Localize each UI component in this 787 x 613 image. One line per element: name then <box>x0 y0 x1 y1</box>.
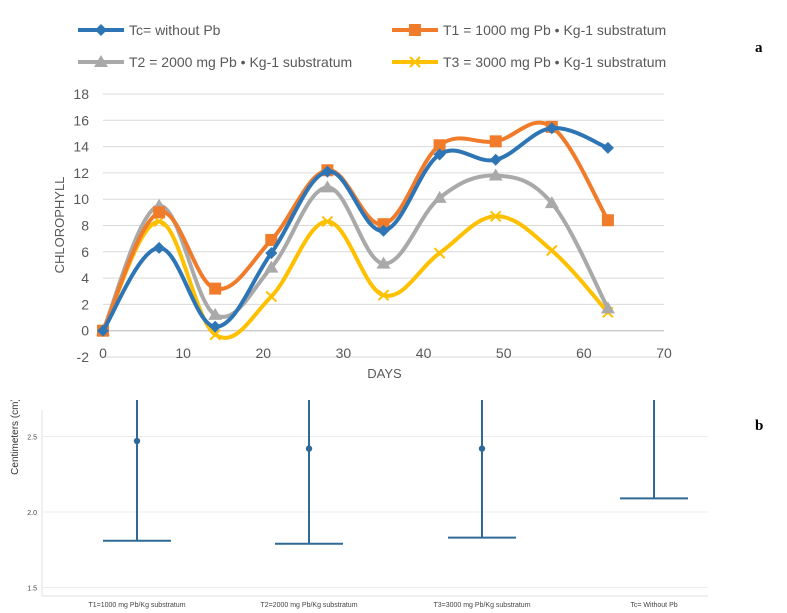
data-point-x <box>489 210 502 223</box>
x-tick-label: 0 <box>99 345 107 361</box>
errorbar-group <box>275 400 343 545</box>
x-tick-label: 30 <box>336 345 352 361</box>
data-point-square <box>489 135 502 148</box>
y-tick-label: 16 <box>73 112 89 128</box>
y-tick-label: 2.5 <box>27 435 37 442</box>
data-point-diamond <box>265 247 278 260</box>
data-point-triangle <box>94 55 108 67</box>
legend-label: T3 = 3000 mg Pb • Kg-1 substratum <box>443 54 666 70</box>
y-axis-title: CHLOROPHYLL <box>52 177 67 274</box>
y-tick-label: 10 <box>73 191 89 207</box>
data-point-square <box>153 206 166 219</box>
errorbar-group <box>448 400 516 539</box>
data-point-diamond <box>97 324 109 337</box>
data-point-triangle <box>376 256 391 269</box>
data-point-square <box>377 218 390 231</box>
data-point-diamond <box>489 153 502 166</box>
y-tick-label: 4 <box>81 270 89 286</box>
x-tick-label: T2=2000 mg Pb/Kg substratum <box>260 602 357 609</box>
y-axis-title: Centimeters (cm) <box>10 400 21 475</box>
data-point-diamond <box>95 24 107 36</box>
x-tick-label: 60 <box>576 345 592 361</box>
x-tick-label: Tc= Without Pb <box>630 602 677 609</box>
y-tick-label: 2 <box>81 296 89 312</box>
x-tick-label: 70 <box>656 345 672 361</box>
data-point-x <box>546 244 558 257</box>
mean-point <box>478 445 486 452</box>
data-point-x <box>265 290 278 303</box>
legend-label: Tc= without Pb <box>129 22 221 38</box>
y-tick-label: 18 <box>73 86 89 102</box>
data-point-square <box>265 233 278 246</box>
data-point-x <box>409 56 421 68</box>
data-point-diamond <box>377 224 390 237</box>
y-tick-label: 12 <box>73 165 89 181</box>
panel-label-b: b <box>755 418 764 434</box>
data-point-triangle <box>544 196 559 209</box>
series-3 <box>97 210 614 341</box>
legend-label: T2 = 2000 mg Pb • Kg-1 substratum <box>129 54 352 70</box>
series-0 <box>97 122 614 337</box>
data-point-square <box>433 139 446 152</box>
legend-entry: T3 = 3000 mg Pb • Kg-1 substratum <box>392 54 666 70</box>
data-point-x <box>209 328 221 341</box>
series-line <box>101 126 610 333</box>
data-point-square <box>209 282 222 295</box>
data-point-x <box>377 289 390 301</box>
data-point-triangle <box>488 168 503 181</box>
data-point-diamond <box>321 165 334 178</box>
legend-entry: Tc= without Pb <box>78 22 221 38</box>
data-point-diamond <box>545 122 558 135</box>
data-point-diamond <box>433 148 446 161</box>
x-tick-label: 20 <box>255 345 271 361</box>
legend-entry: T1 = 1000 mg Pb • Kg-1 substratum <box>392 22 666 38</box>
data-point-triangle <box>600 301 615 314</box>
legend-label: T1 = 1000 mg Pb • Kg-1 substratum <box>443 22 666 38</box>
mean-point <box>305 445 313 452</box>
data-point-square <box>601 214 614 227</box>
errorbar-group <box>620 400 688 500</box>
y-tick-label: 2.0 <box>27 510 37 517</box>
data-point-triangle <box>320 180 335 193</box>
series-line <box>101 214 610 340</box>
panel-label-a: a <box>755 40 763 56</box>
data-point-diamond <box>153 241 166 254</box>
y-tick-label: 1.5 <box>27 586 37 593</box>
x-tick-label: 50 <box>496 345 512 361</box>
y-tick-label: -2 <box>77 349 90 365</box>
data-point-x <box>321 215 334 228</box>
chlorophyll-line-chart: -2 0 2 4 6 8 10 12 14 16 18 0 10 20 30 40 50 60 70 DAYS CHLO… <box>52 22 672 381</box>
x-tick-label: T3=3000 mg Pb/Kg substratum <box>433 602 530 609</box>
errorbar-group <box>103 400 171 542</box>
y-tick-label: 8 <box>81 218 89 234</box>
x-tick-label: T1=1000 mg Pb/Kg substratum <box>88 602 185 609</box>
data-point-x <box>433 247 446 259</box>
legend-entry: T2 = 2000 mg Pb • Kg-1 substratum <box>78 54 352 70</box>
mean-point <box>133 437 141 445</box>
data-point-triangle <box>432 190 447 203</box>
y-tick-label: 6 <box>81 244 89 260</box>
data-point-diamond <box>601 141 614 154</box>
data-point-diamond <box>209 320 222 333</box>
x-tick-label: 10 <box>175 345 191 361</box>
x-axis-title: DAYS <box>367 366 402 381</box>
data-point-triangle <box>208 307 223 320</box>
y-tick-label: 0 <box>81 323 89 339</box>
x-tick-label: 40 <box>416 345 432 361</box>
data-point-triangle <box>264 260 279 273</box>
data-point-square <box>409 24 421 36</box>
y-tick-label: 14 <box>73 139 89 155</box>
